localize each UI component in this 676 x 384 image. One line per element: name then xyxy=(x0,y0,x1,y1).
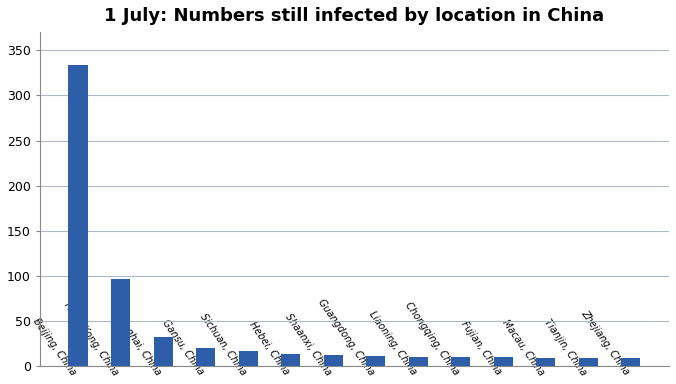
Bar xyxy=(324,355,343,366)
Bar xyxy=(409,356,428,366)
Bar xyxy=(366,356,385,366)
Title: 1 July: Numbers still infected by location in China: 1 July: Numbers still infected by locati… xyxy=(104,7,604,25)
Bar xyxy=(239,351,258,366)
Bar xyxy=(281,354,300,366)
Bar xyxy=(153,337,172,366)
Bar xyxy=(451,358,470,366)
Bar xyxy=(196,348,215,366)
Bar xyxy=(111,279,130,366)
Bar xyxy=(536,358,556,366)
Bar xyxy=(579,358,598,366)
Bar xyxy=(68,66,88,366)
Bar xyxy=(493,358,513,366)
Bar xyxy=(621,358,640,366)
